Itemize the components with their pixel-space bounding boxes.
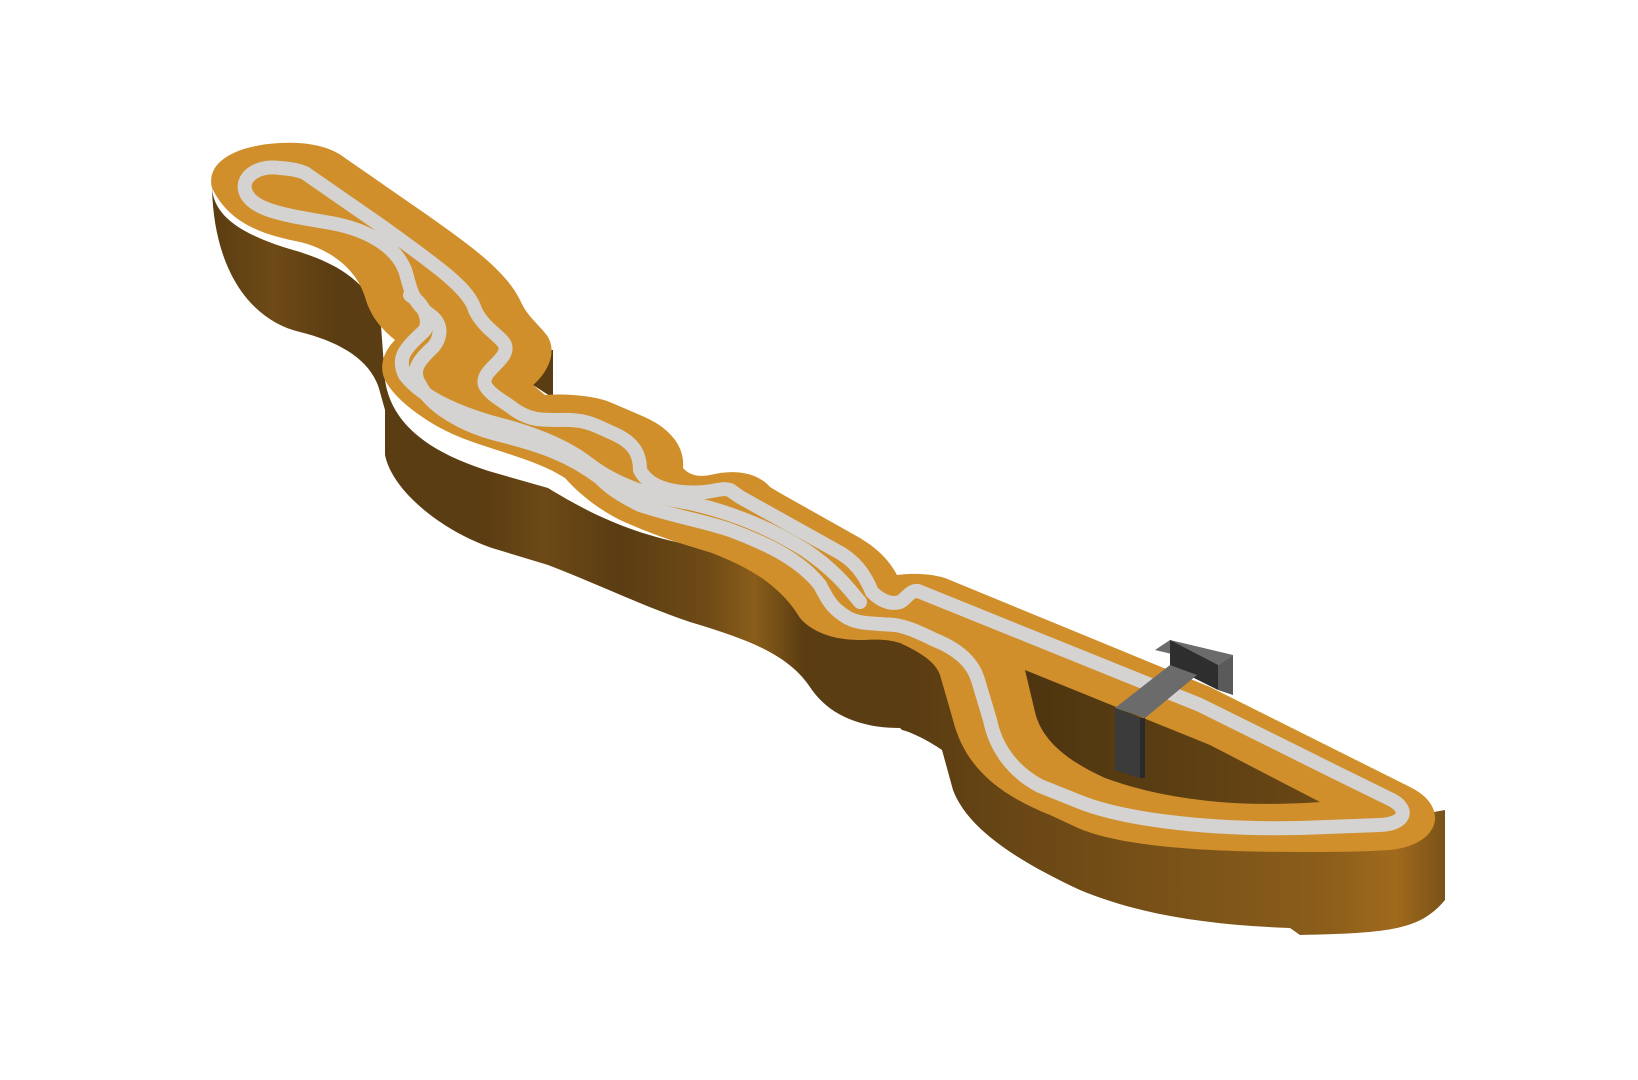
gantry-front-post-front: [1115, 708, 1140, 778]
gantry-back-post-side: [1218, 655, 1233, 695]
gantry-front-post-side: [1140, 718, 1145, 778]
gantry-back-post-front: [1170, 640, 1218, 690]
gantry-beam-top: [1115, 665, 1197, 718]
inner-hole-rim: [1025, 670, 1320, 804]
bridge-gantry-icon: [1115, 640, 1233, 778]
track-line-group: [237, 160, 1410, 836]
outer-side-wall: [212, 188, 1445, 935]
track-centerline: [237, 160, 1410, 836]
track-inner-lane: [394, 288, 867, 609]
